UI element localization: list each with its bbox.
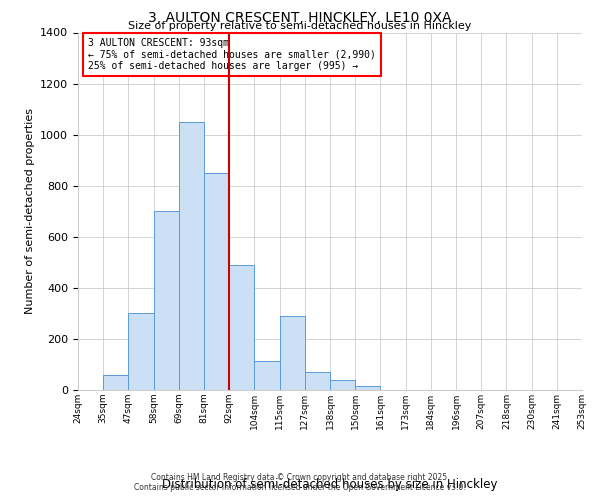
Bar [305, 372, 330, 390]
Text: 3 AULTON CRESCENT: 93sqm
← 75% of semi-detached houses are smaller (2,990)
25% o: 3 AULTON CRESCENT: 93sqm ← 75% of semi-d… [88, 38, 376, 71]
Bar [229, 265, 254, 390]
Text: Size of property relative to semi-detached houses in Hinckley: Size of property relative to semi-detach… [128, 21, 472, 31]
Bar [330, 380, 355, 390]
Y-axis label: Number of semi-detached properties: Number of semi-detached properties [25, 108, 35, 314]
Bar [128, 314, 154, 390]
Bar [103, 374, 128, 390]
Bar [204, 173, 229, 390]
Bar [280, 316, 305, 390]
X-axis label: Distribution of semi-detached houses by size in Hinckley: Distribution of semi-detached houses by … [162, 478, 498, 491]
Text: 3, AULTON CRESCENT, HINCKLEY, LE10 0XA: 3, AULTON CRESCENT, HINCKLEY, LE10 0XA [148, 11, 452, 25]
Text: Contains HM Land Registry data © Crown copyright and database right 2025.
Contai: Contains HM Land Registry data © Crown c… [134, 473, 466, 492]
Bar [355, 386, 380, 390]
Bar [179, 122, 204, 390]
Bar [254, 360, 280, 390]
Bar [154, 211, 179, 390]
